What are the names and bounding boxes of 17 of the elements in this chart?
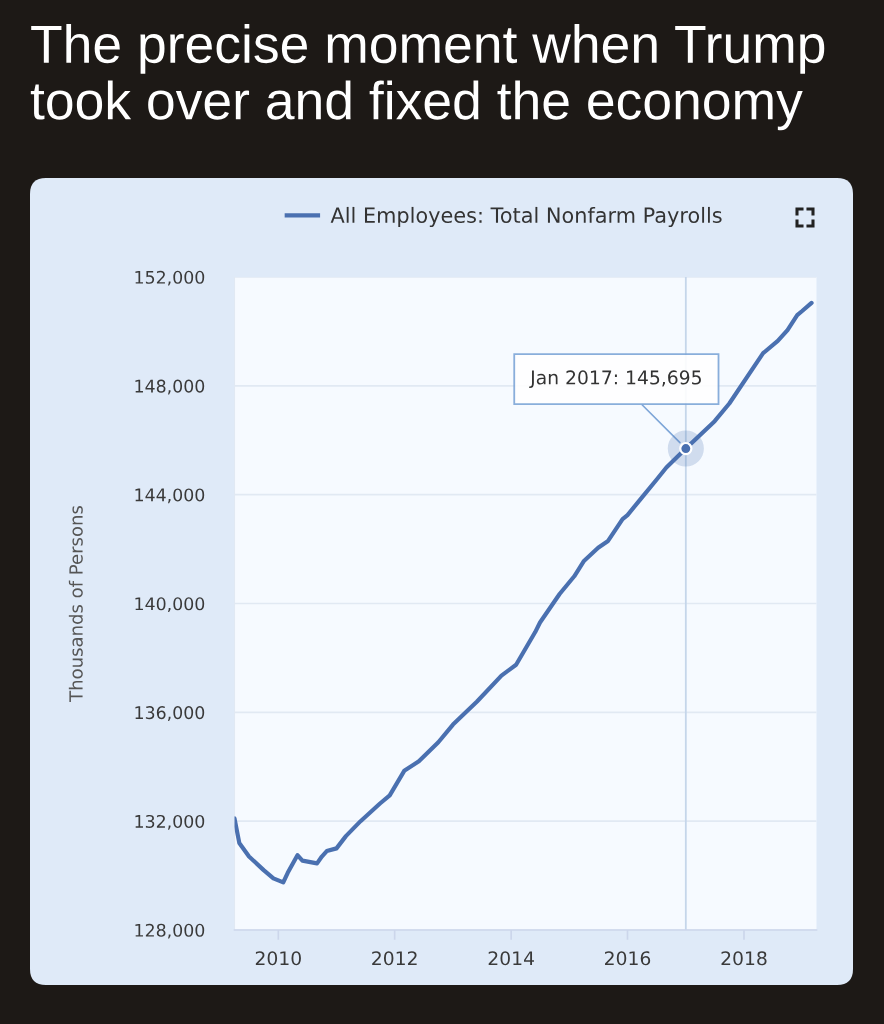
chart-title: The precise moment when Trump took over and fixed the economy [30, 24, 825, 131]
y-tick-label: 132,000 [135, 814, 205, 830]
y-tick-label: 128,000 [135, 923, 205, 939]
y-tick-label: 136,000 [135, 706, 205, 721]
line-series [234, 300, 814, 885]
annotation: Jan 2017: 145,695 [529, 370, 701, 389]
y-tick-label: 140,000 [135, 597, 205, 613]
x-tick-label: 2016 [605, 951, 651, 966]
legend-label: All Employees: Total Nonfarm Payrolls [330, 206, 722, 228]
y-axis-title: Thousands of Persons [68, 506, 83, 702]
x-tick-label: 2012 [372, 951, 417, 966]
x-tick-label: 2010 [255, 951, 301, 966]
y-tick-label: 148,000 [135, 379, 205, 395]
x-tick-label: 2018 [721, 951, 767, 966]
x-tick-label: 2014 [488, 951, 534, 966]
y-tick-label: 144,000 [135, 488, 205, 504]
y-tick-label: 152,000 [135, 270, 205, 286]
